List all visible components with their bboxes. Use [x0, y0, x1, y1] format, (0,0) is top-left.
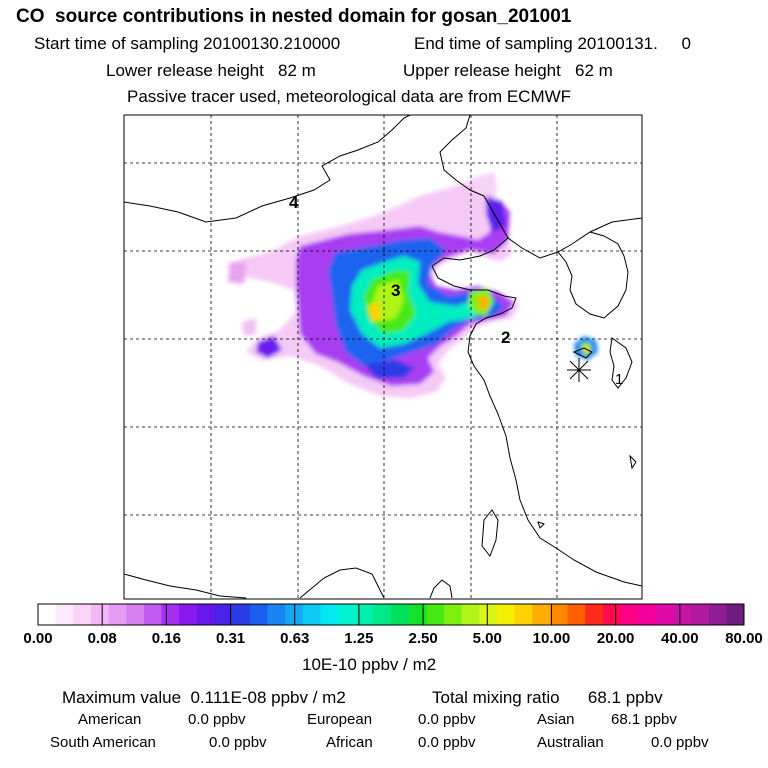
plot-title: CO source contributions in nested domain… [16, 6, 572, 27]
colorbar-cell [585, 604, 604, 625]
colorbar-cell [691, 604, 710, 625]
colorbar-tick-label: 0.63 [280, 630, 310, 647]
marker-label-4: 4 [289, 193, 299, 212]
map-frame [123, 114, 643, 600]
colorbar-cell [338, 604, 357, 625]
colorbar-cell [567, 604, 586, 625]
colorbar-tick-label: 40.00 [661, 630, 699, 647]
colorbar-cell [461, 604, 480, 625]
colorbar-cell [479, 604, 498, 625]
colorbar-tick-label: 1.25 [344, 630, 374, 647]
lat-lon-grid [124, 115, 642, 599]
region-australian: Australian [537, 734, 604, 751]
colorbar-cell [496, 604, 515, 625]
colorbar-cell [708, 604, 727, 625]
colorbar-cell [673, 604, 692, 625]
colorbar-cell [179, 604, 198, 625]
colorbar-cell [196, 604, 215, 625]
colorbar-cell [232, 604, 251, 625]
colorbar-cell [373, 604, 392, 625]
colorbar-cell [391, 604, 410, 625]
colorbar-cell [161, 604, 180, 625]
lower-release-label: Lower release height 82 m [106, 61, 316, 80]
marker-label-3: 3 [391, 281, 400, 300]
colorbar-cell [655, 604, 674, 625]
colorbar-cell [267, 604, 286, 625]
coastlines [124, 115, 642, 599]
colorbar-tick-label: 5.00 [472, 630, 502, 647]
colorbar-cell [126, 604, 145, 625]
colorbar-cell [55, 604, 74, 625]
region-european: European [307, 711, 373, 728]
colorbar-cell [426, 604, 445, 625]
region-asian: Asian [537, 711, 575, 728]
region-african-value: 0.0 ppbv [418, 734, 476, 751]
colorbar-tick-label: 0.08 [87, 630, 117, 647]
colorbar-cell [90, 604, 109, 625]
colorbar-cell [320, 604, 339, 625]
region-south-american: South American [50, 734, 156, 751]
colorbar-tick-label: 10.00 [532, 630, 571, 647]
marker-label-2: 2 [501, 328, 510, 347]
colorbar-tick-label: 0.00 [23, 630, 53, 647]
region-south-american-value: 0.0 ppbv [209, 734, 267, 751]
colorbar-cell [108, 604, 127, 625]
colorbar-cell [408, 604, 427, 625]
colorbar-cell [214, 604, 233, 625]
colorbar-cell [638, 604, 657, 625]
total-mixing-label: Total mixing ratio 68.1 ppbv [432, 688, 663, 707]
receptor-star-icon [567, 358, 591, 382]
colorbar-cell [549, 604, 568, 625]
colorbar-tick-label: 80.00 [725, 630, 763, 647]
colorbar-cell [73, 604, 92, 625]
start-time-label: Start time of sampling 20100130.210000 [34, 34, 341, 53]
tracer-note: Passive tracer used, meteorological data… [127, 87, 572, 106]
region-australian-value: 0.0 ppbv [651, 734, 709, 751]
colorbar-cell [514, 604, 533, 625]
region-american-value: 0.0 ppbv [188, 711, 246, 728]
colorbar-tick-label: 0.16 [151, 630, 181, 647]
region-asian-value: 68.1 ppbv [611, 711, 677, 728]
region-european-value: 0.0 ppbv [418, 711, 476, 728]
colorbar-cell [38, 604, 57, 625]
colorbar-tick-label: 2.50 [408, 630, 438, 647]
colorbar-cell [620, 604, 639, 625]
max-value-label: Maximum value 0.111E-08 ppbv / m2 [62, 688, 346, 707]
colorbar-cell [302, 604, 321, 625]
colorbar-tick-label: 20.00 [596, 630, 635, 647]
colorbar-cell [532, 604, 551, 625]
colorbar-cell [726, 604, 745, 625]
end-time-label: End time of sampling 20100131. 0 [414, 34, 691, 53]
colorbar-cell [355, 604, 374, 625]
marker-label-1: 1 [615, 371, 623, 388]
colorbar-unit: 10E-10 ppbv / m2 [302, 655, 437, 674]
region-african: African [326, 734, 373, 751]
upper-release-label: Upper release height 62 m [403, 61, 613, 80]
colorbar-cell [143, 604, 162, 625]
concentration-plume [226, 172, 598, 398]
colorbar-cell [285, 604, 304, 625]
colorbar-cell [602, 604, 621, 625]
colorbar-tick-label: 0.31 [215, 630, 246, 647]
region-american: American [78, 711, 142, 728]
colorbar-cell [249, 604, 268, 625]
colorbar-cell [443, 604, 462, 625]
